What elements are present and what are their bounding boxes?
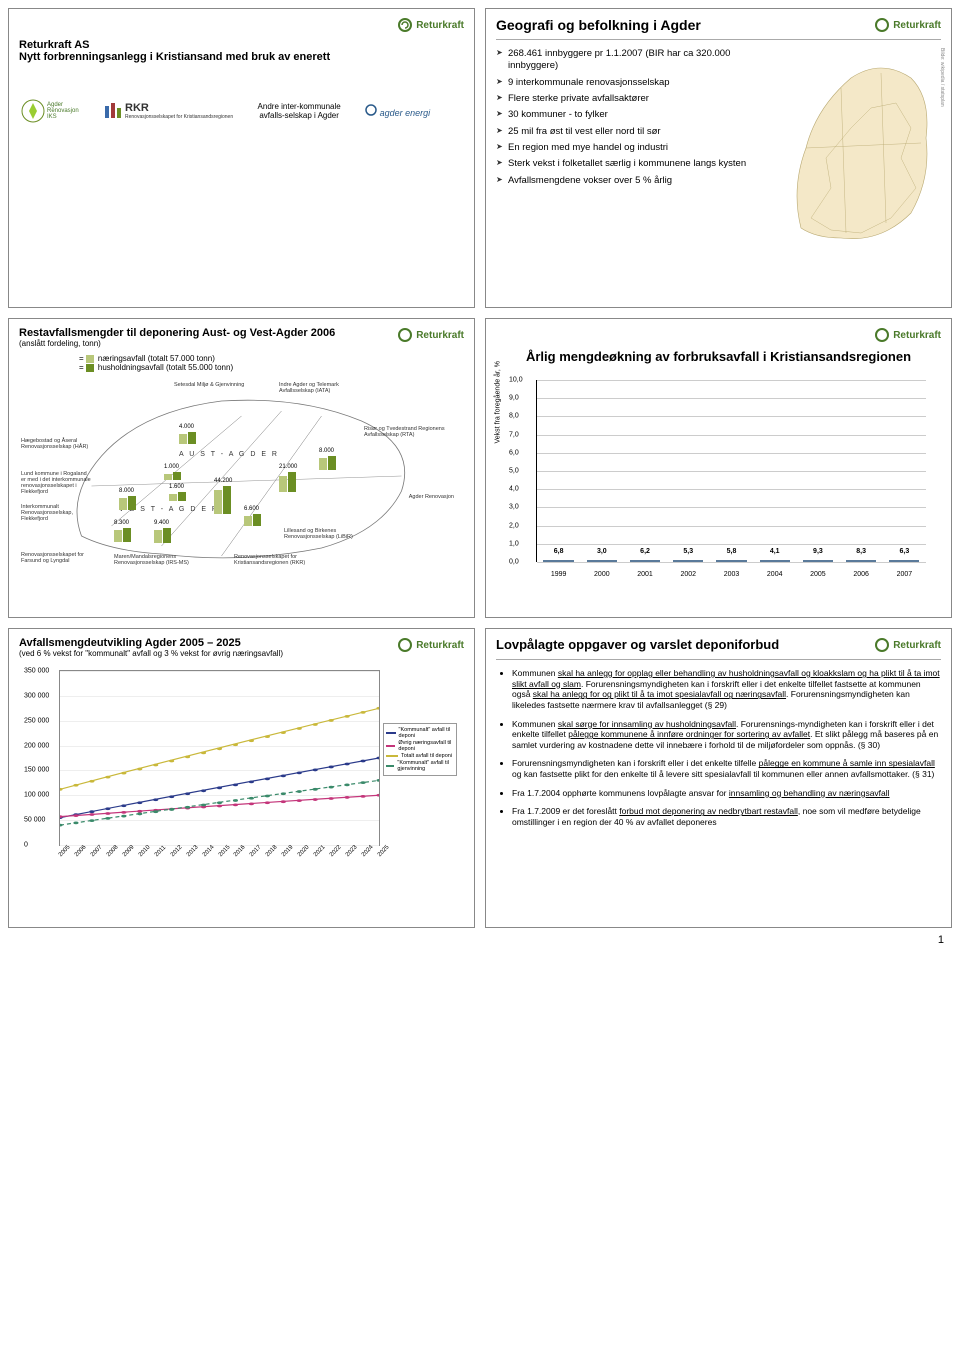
bullet: En region med mye handel og industri bbox=[496, 142, 775, 154]
regulation-bullet: Fra 1.7.2009 er det foreslått forbud mot… bbox=[512, 806, 941, 827]
bullet: Avfallsmengdene vokser over 5 % årlig bbox=[496, 175, 775, 187]
region-label: Indre Agder og Telemark Avfallsselskap (… bbox=[279, 382, 369, 394]
slide-2-geography: Geografi og befolkning i Agder Returkraf… bbox=[485, 8, 952, 308]
region-label: Lillesand og Birkenes Renovasjonsselskap… bbox=[284, 528, 374, 540]
returkraft-logo: Returkraft bbox=[397, 637, 464, 653]
company-subtitle: Nytt forbrenningsanlegg i Kristiansand m… bbox=[19, 51, 464, 63]
y-axis-label: Vekst fra foregående år, % bbox=[495, 361, 502, 444]
slide5-subtitle: (ved 6 % vekst for "kommunalt" avfall og… bbox=[19, 649, 283, 658]
bullet: 25 mil fra øst til vest eller nord til s… bbox=[496, 126, 775, 138]
region-label: Agder Renovasjon bbox=[409, 494, 454, 500]
returkraft-logo: Returkraft bbox=[397, 17, 464, 33]
regulation-bullet: Kommunen skal ha anlegg for opplag eller… bbox=[512, 668, 941, 711]
slide-5-projection: Avfallsmengdeutvikling Agder 2005 – 2025… bbox=[8, 628, 475, 928]
bullet: 30 kommuner - to fylker bbox=[496, 109, 775, 121]
projection-line-chart: 050 000100 000150 000200 000250 000300 0… bbox=[23, 666, 460, 866]
partner-rkr-label: RKR bbox=[125, 102, 233, 114]
aust-agder-label: A U S T - A G D E R bbox=[179, 451, 279, 458]
partner-logos: Agder Renovasjon IKS RKR Renovasjonssels… bbox=[19, 97, 464, 125]
partner-rkr-sub: Renovasjonsselskapet for Kristiansandsre… bbox=[125, 114, 233, 120]
slide-6-regulations: Lovpålagte oppgaver og varslet deponifor… bbox=[485, 628, 952, 928]
agder-energi-logo: agder energi bbox=[365, 104, 430, 118]
brand-text: Returkraft bbox=[416, 20, 464, 31]
slide3-subtitle: (anslått fordeling, tonn) bbox=[19, 339, 335, 348]
returkraft-logo: Returkraft bbox=[874, 327, 941, 343]
slide6-bullets: Kommunen skal ha anlegg for opplag eller… bbox=[496, 668, 941, 828]
region-label: Setesdal Miljø & Gjenvinning bbox=[174, 382, 244, 388]
slide6-title: Lovpålagte oppgaver og varslet deponifor… bbox=[496, 637, 779, 652]
region-label: Renovasjonsselskapet for Kristiansandsre… bbox=[234, 554, 334, 566]
region-label: Lund kommune i Rogaland er med i det int… bbox=[21, 471, 93, 495]
bullet: 268.461 innbyggere pr 1.1.2007 (BIR har … bbox=[496, 48, 775, 73]
slide-4-growth-chart: Returkraft Årlig mengdeøkning av forbruk… bbox=[485, 318, 952, 618]
agder-map: Bilde: wikipedia / statsplan bbox=[781, 48, 941, 248]
andre-selskap-label: Andre inter-kommunale avfalls-selskap i … bbox=[249, 102, 349, 120]
agder-renovasjon-logo: Agder Renovasjon IKS bbox=[19, 97, 87, 125]
slide3-map: Hægebostad og Åseral Renovasjonsselskap … bbox=[19, 376, 464, 566]
bullet: Sterk vekst i folketallet særlig i kommu… bbox=[496, 158, 775, 170]
slide-3-restavfall: Restavfallsmengder til deponering Aust- … bbox=[8, 318, 475, 618]
partner-ag-label: Agder Renovasjon IKS bbox=[47, 102, 87, 120]
regulation-bullet: Kommunen skal sørge for innsamling av hu… bbox=[512, 719, 941, 751]
rkr-logo: RKR Renovasjonsselskapet for Kristiansan… bbox=[103, 100, 233, 122]
slide2-bullets: 268.461 innbyggere pr 1.1.2007 (BIR har … bbox=[496, 48, 775, 248]
slide3-legend: = næringsavfall (totalt 57.000 tonn) = h… bbox=[79, 354, 464, 372]
returkraft-logo: Returkraft bbox=[397, 327, 464, 343]
region-label: Renovasjonsselskapet for Farsund og Lyng… bbox=[21, 552, 91, 564]
regulation-bullet: Fra 1.7.2004 opphørte kommunens lovpålag… bbox=[512, 788, 941, 799]
region-label: Risør og Tvedestrand Regionens Avfallsse… bbox=[364, 426, 454, 438]
bullet: Flere sterke private avfallsaktører bbox=[496, 93, 775, 105]
region-label: Maren/Mandalsregionens Renovasjonsselska… bbox=[114, 554, 214, 566]
growth-bar-chart: Vekst fra foregående år, % 0,01,02,03,04… bbox=[506, 380, 931, 580]
region-label: Hægebostad og Åseral Renovasjonsselskap … bbox=[21, 438, 91, 450]
regulation-bullet: Forurensningsmyndigheten kan i forskrift… bbox=[512, 758, 941, 779]
returkraft-logo: Returkraft bbox=[874, 637, 941, 653]
company-name: Returkraft AS bbox=[19, 39, 464, 51]
returkraft-logo: Returkraft bbox=[874, 17, 941, 33]
slide3-title: Restavfallsmengder til deponering Aust- … bbox=[19, 327, 335, 339]
slide-1-company: Returkraft Returkraft AS Nytt forbrennin… bbox=[8, 8, 475, 308]
legend-green: husholdningsavfall (totalt 55.000 tonn) bbox=[98, 363, 233, 372]
bullet: 9 interkommunale renovasjonsselskap bbox=[496, 77, 775, 89]
slide5-title: Avfallsmengdeutvikling Agder 2005 – 2025 bbox=[19, 637, 283, 649]
region-label: Interkommunalt Renovasjonsselskap, Flekk… bbox=[21, 504, 91, 522]
slide-grid: Returkraft Returkraft AS Nytt forbrennin… bbox=[8, 8, 952, 928]
page-number: 1 bbox=[8, 934, 952, 946]
legend-yellow: næringsavfall (totalt 57.000 tonn) bbox=[98, 354, 215, 363]
partner-energi-label: agder energi bbox=[380, 108, 431, 118]
slide4-title: Årlig mengdeøkning av forbruksavfall i K… bbox=[496, 349, 941, 364]
slide2-title: Geografi og befolkning i Agder bbox=[496, 17, 701, 33]
map-caption: Bilde: wikipedia / statsplan bbox=[939, 48, 945, 107]
